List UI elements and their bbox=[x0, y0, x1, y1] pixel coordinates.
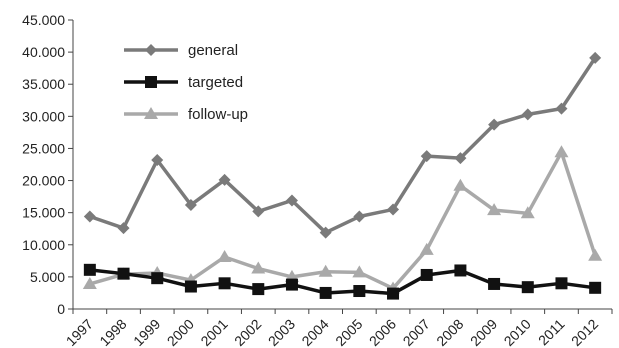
data-point-targeted bbox=[387, 287, 400, 300]
x-tick-label: 1999 bbox=[130, 316, 163, 348]
series-follow-up bbox=[82, 145, 603, 294]
data-point-targeted bbox=[589, 281, 602, 294]
data-point-targeted bbox=[184, 280, 197, 293]
x-tick-label: 2007 bbox=[399, 316, 432, 348]
y-tick-label: 5.000 bbox=[30, 269, 65, 285]
x-tick-label: 2008 bbox=[433, 316, 466, 348]
x-tick-label: 2001 bbox=[197, 316, 230, 348]
legend-label: general bbox=[188, 42, 238, 59]
data-point-general bbox=[285, 194, 298, 207]
series-line-general bbox=[89, 56, 597, 235]
data-point-targeted bbox=[151, 272, 164, 285]
x-tick-label: 2005 bbox=[332, 316, 365, 348]
data-point-general bbox=[353, 210, 366, 223]
y-tick-label: 20.000 bbox=[22, 173, 65, 189]
data-point-targeted bbox=[319, 286, 332, 299]
data-point-targeted bbox=[555, 277, 568, 290]
series-line-targeted bbox=[89, 268, 596, 296]
data-point-targeted bbox=[252, 283, 265, 296]
series-targeted bbox=[83, 263, 602, 300]
data-point-targeted bbox=[117, 267, 130, 280]
data-point-general bbox=[218, 173, 231, 186]
data-point-general bbox=[252, 205, 265, 218]
legend-item-follow-up: follow-up bbox=[124, 106, 248, 123]
data-point-follow-up bbox=[487, 203, 502, 216]
data-point-follow-up bbox=[318, 264, 333, 277]
legend: general targeted follow-up bbox=[124, 42, 248, 123]
y-tick-label: 35.000 bbox=[22, 76, 65, 92]
x-tick-label: 2003 bbox=[265, 316, 298, 348]
legend-label: follow-up bbox=[188, 106, 248, 123]
x-tick-label: 2010 bbox=[501, 316, 534, 348]
data-point-general bbox=[454, 152, 467, 165]
data-point-targeted bbox=[488, 277, 501, 290]
y-tick-label: 40.000 bbox=[22, 44, 65, 60]
data-point-targeted bbox=[521, 281, 534, 294]
y-tick-label: 25.000 bbox=[22, 140, 65, 156]
y-axis-ticks: 0 5.000 10.000 15.000 20.000 25.000 30.000 35.0… bbox=[22, 12, 73, 317]
data-point-follow-up bbox=[251, 261, 266, 274]
data-point-follow-up bbox=[520, 206, 535, 219]
y-tick-label: 10.000 bbox=[22, 237, 65, 253]
x-tick-label: 1998 bbox=[96, 316, 129, 348]
legend-item-general: general bbox=[124, 42, 238, 59]
data-point-general bbox=[521, 108, 534, 121]
legend-marker-follow-up bbox=[144, 107, 158, 119]
series-layer bbox=[82, 51, 603, 300]
data-point-general bbox=[589, 51, 602, 64]
x-tick-label: 2000 bbox=[164, 316, 197, 348]
legend-label: targeted bbox=[188, 74, 243, 91]
data-point-general bbox=[117, 222, 130, 235]
data-point-targeted bbox=[218, 277, 231, 290]
data-point-follow-up bbox=[419, 242, 434, 255]
x-tick-label: 1997 bbox=[63, 316, 96, 348]
x-tick-label: 2011 bbox=[535, 316, 568, 348]
legend-marker-targeted bbox=[145, 76, 157, 88]
data-point-general bbox=[151, 154, 164, 167]
series-line-follow-up bbox=[89, 150, 597, 291]
legend-marker-general bbox=[145, 44, 157, 56]
data-point-targeted bbox=[353, 285, 366, 298]
data-point-general bbox=[420, 150, 433, 163]
data-point-targeted bbox=[285, 278, 298, 291]
legend-item-targeted: targeted bbox=[124, 74, 243, 91]
series-general bbox=[83, 51, 602, 239]
x-tick-label: 2002 bbox=[231, 316, 264, 348]
data-point-follow-up bbox=[217, 249, 232, 262]
x-tick-label: 2012 bbox=[568, 316, 601, 348]
data-point-follow-up bbox=[588, 248, 603, 261]
data-point-follow-up bbox=[453, 178, 468, 191]
y-tick-label: 0 bbox=[57, 301, 65, 317]
y-tick-label: 45.000 bbox=[22, 12, 65, 28]
data-point-general bbox=[555, 102, 568, 115]
x-axis-ticks: 1997 1998 1999 2000 2001 2002 2003 2004 2005 2006… bbox=[63, 309, 613, 348]
data-point-general bbox=[319, 226, 332, 239]
data-point-general bbox=[387, 203, 400, 216]
data-point-general bbox=[83, 210, 96, 223]
data-point-general bbox=[184, 198, 197, 211]
data-point-targeted bbox=[454, 264, 467, 277]
y-tick-label: 15.000 bbox=[22, 205, 65, 221]
y-tick-label: 30.000 bbox=[22, 108, 65, 124]
x-tick-label: 2004 bbox=[298, 316, 331, 348]
x-tick-label: 2006 bbox=[366, 316, 399, 348]
x-tick-label: 2009 bbox=[467, 316, 500, 348]
data-point-follow-up bbox=[554, 145, 569, 158]
data-point-follow-up bbox=[82, 276, 97, 289]
data-point-targeted bbox=[420, 268, 433, 281]
data-point-targeted bbox=[83, 263, 96, 276]
data-point-follow-up bbox=[352, 265, 367, 278]
data-point-general bbox=[488, 118, 501, 131]
